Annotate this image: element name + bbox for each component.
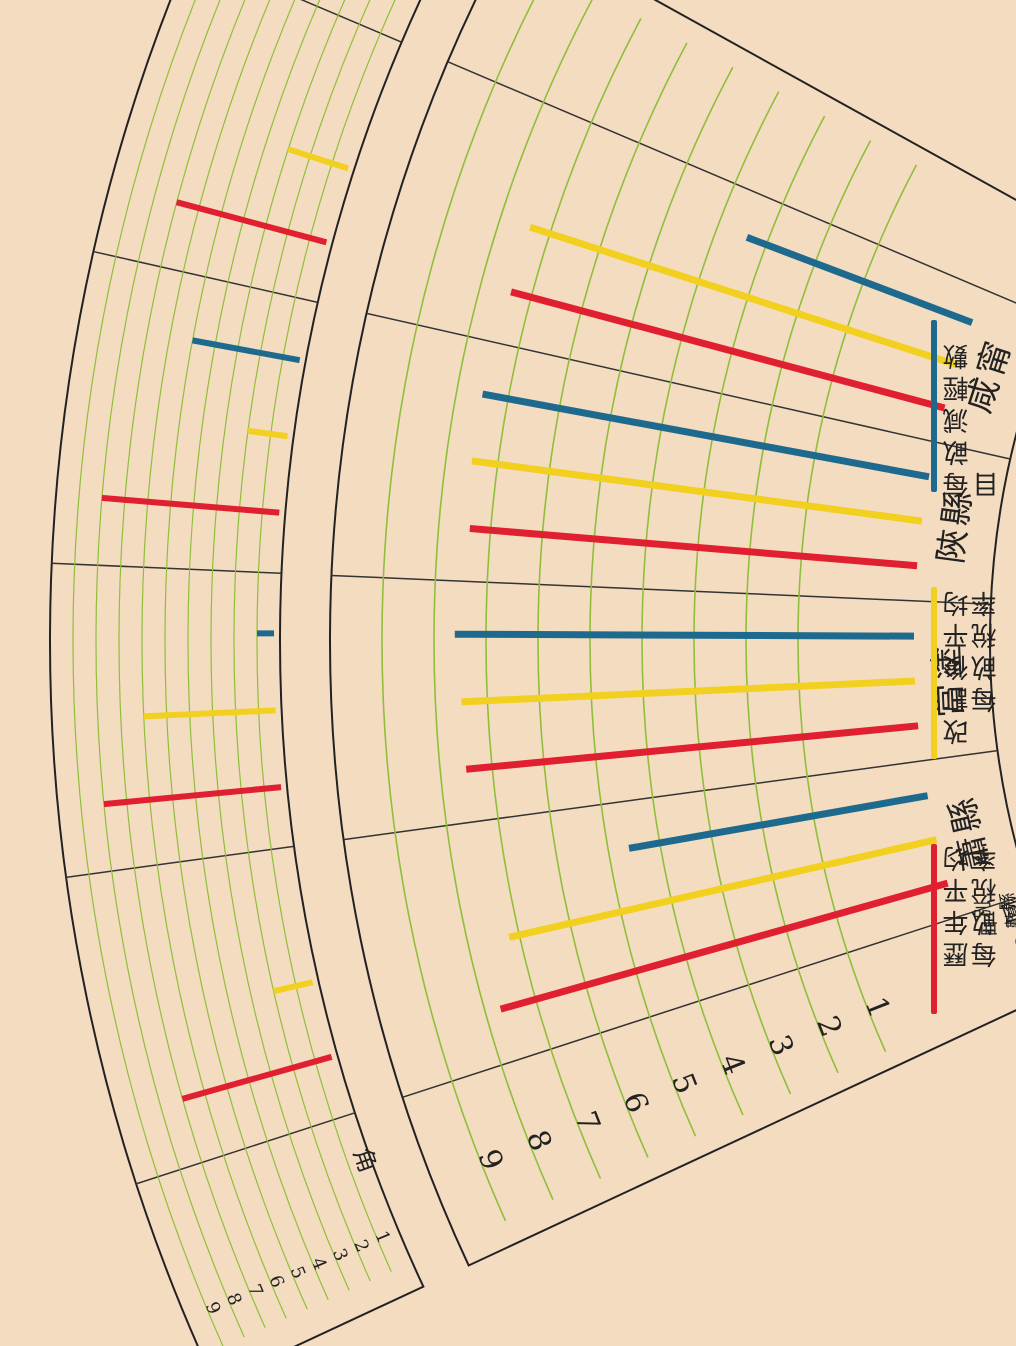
fraction-panel-outline bbox=[49, 0, 425, 1346]
grid-arc-7 bbox=[485, 18, 642, 1179]
main-panel-outline bbox=[329, 0, 1016, 1267]
fraction-bar-0-2 bbox=[101, 494, 280, 516]
legend-item-1: 歷年平均 每畝稅率 bbox=[925, 840, 1001, 1320]
bar-1-2 bbox=[471, 457, 923, 525]
fraction-bar-2-2 bbox=[191, 337, 301, 364]
fraction-bar-0-0 bbox=[181, 1053, 333, 1102]
bar-0-2 bbox=[469, 525, 918, 570]
bar-1-1 bbox=[461, 677, 916, 706]
grid-arc-2 bbox=[745, 140, 872, 1074]
corner-label-1: 目 bbox=[980, 919, 1001, 937]
fraction-grid-arc-8 bbox=[95, 0, 245, 1338]
bar-0-1 bbox=[465, 722, 919, 773]
bar-0-3 bbox=[510, 288, 946, 412]
fraction-grid-arc-3 bbox=[210, 0, 350, 1291]
legend-label-2a: 改訂後平均 bbox=[943, 585, 973, 745]
fraction-grid-arc-9 bbox=[72, 0, 224, 1346]
fraction-bar-1-0 bbox=[272, 979, 314, 995]
category-divider bbox=[343, 749, 998, 841]
grid-arc-9 bbox=[381, 0, 535, 1222]
legend-swatch-1 bbox=[931, 844, 937, 1014]
fraction-bar-1-3 bbox=[287, 146, 350, 172]
fraction-bar-0-3 bbox=[175, 199, 328, 246]
corner-label-0: 數 bbox=[1004, 911, 1016, 929]
fraction-grid-arc-5 bbox=[164, 0, 308, 1310]
legend-label-1b: 每畝稅率 bbox=[971, 840, 1001, 968]
legend-swatch-3 bbox=[931, 320, 937, 492]
fraction-grid-arc-6 bbox=[141, 0, 287, 1319]
legend-label-2b: 每畝稅率 bbox=[971, 585, 1001, 713]
category-label-2: 陝縣 bbox=[931, 485, 981, 566]
fraction-grid-arc-7 bbox=[118, 0, 266, 1329]
legend-item-3: 每畝減輕數目 bbox=[925, 318, 1003, 498]
fraction-grid-arc-2 bbox=[233, 0, 371, 1282]
bar-1-0 bbox=[508, 836, 938, 941]
fraction-bar-0-1 bbox=[103, 784, 282, 808]
bar-0-0 bbox=[499, 879, 949, 1013]
grid-arc-5 bbox=[589, 66, 734, 1137]
category-divider bbox=[366, 312, 1011, 460]
corner-label-3: 別 bbox=[973, 901, 994, 919]
legend-swatch-2 bbox=[931, 587, 937, 759]
main-zero-label: 0 bbox=[1005, 925, 1016, 957]
fraction-bar-1-1 bbox=[143, 707, 276, 720]
bar-2-3 bbox=[745, 234, 974, 326]
fraction-unit-label: 角 bbox=[348, 1144, 382, 1176]
category-divider bbox=[447, 61, 1016, 304]
bar-2-2 bbox=[481, 390, 930, 481]
fraction-grid-arc-4 bbox=[187, 0, 329, 1300]
grid-arc-1 bbox=[797, 164, 918, 1052]
legend-label-3a: 每畝減輕數目 bbox=[943, 338, 1003, 498]
legend-label-1a: 歷年平均 bbox=[943, 840, 973, 968]
grid-arc-6 bbox=[537, 42, 688, 1158]
bar-2-1 bbox=[454, 630, 915, 640]
category-divider bbox=[331, 574, 991, 605]
legend-item-2: 改訂後平均 每畝稅率 bbox=[925, 585, 1001, 805]
fraction-bar-1-2 bbox=[247, 427, 288, 440]
corner-label-2: 縣 bbox=[998, 893, 1016, 911]
bar-2-0 bbox=[628, 792, 929, 852]
fraction-divider bbox=[300, 0, 402, 43]
bar-1-3 bbox=[529, 223, 959, 369]
category-divider bbox=[402, 897, 1016, 1099]
main-unit-label: 圓 bbox=[996, 897, 1016, 926]
grid-arc-8 bbox=[433, 0, 593, 1200]
grid-arc-3 bbox=[693, 115, 826, 1095]
fraction-grid-arc-1 bbox=[256, 0, 396, 1272]
grid-arc-4 bbox=[641, 91, 780, 1116]
